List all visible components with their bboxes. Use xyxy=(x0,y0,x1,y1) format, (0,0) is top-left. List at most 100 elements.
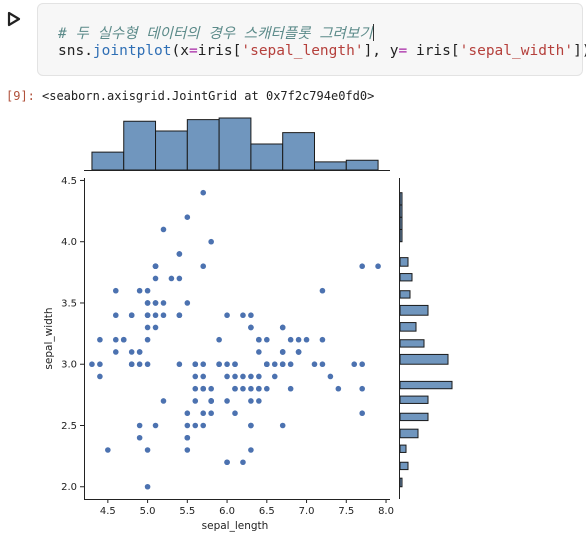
jointplot-figure: 4.5 5.0 5.5 6.0 6.5 7.0 7.5 8.0 2.0 2.5 3.0 3.5 4.0 4… xyxy=(43,117,453,532)
scatter-point xyxy=(144,483,151,490)
scatter-point xyxy=(144,287,151,294)
scatter-point xyxy=(200,385,207,392)
scatter-point xyxy=(144,336,151,343)
scatter-point xyxy=(97,361,103,368)
histogram-bar xyxy=(399,192,403,206)
histogram-bar xyxy=(250,143,284,171)
scatter-point xyxy=(208,385,214,392)
code-cell-editor[interactable]: # 두 실수형 데이터의 경우 스캐터플롯 그려보기 sns.jointplot… xyxy=(37,3,586,76)
scatter-point xyxy=(200,263,207,270)
scatter-point xyxy=(184,422,191,429)
scatter-point xyxy=(224,312,230,319)
histogram-bar xyxy=(399,444,407,453)
scatter-point xyxy=(359,263,365,270)
run-cell-button[interactable] xyxy=(6,10,22,28)
scatter-point xyxy=(287,385,294,392)
scatter-point xyxy=(144,324,151,331)
scatter-point xyxy=(176,275,183,282)
scatter-point xyxy=(184,410,191,417)
scatter-point xyxy=(168,275,175,282)
y-tick-label: 3.5 xyxy=(61,298,77,309)
histogram-bar xyxy=(345,159,379,171)
scatter-point xyxy=(224,361,230,368)
scatter-point xyxy=(128,361,135,368)
scatter-point xyxy=(200,410,207,417)
x-tick-label: 4.5 xyxy=(100,506,116,517)
scatter-point xyxy=(279,361,286,368)
scatter-point xyxy=(279,422,286,429)
scatter-point xyxy=(184,214,191,221)
y-tick-label: 4.5 xyxy=(61,176,77,187)
scatter-point xyxy=(232,410,238,417)
y-tick-label: 4.0 xyxy=(61,237,77,248)
scatter-point xyxy=(136,287,143,294)
scatter-point xyxy=(256,385,262,392)
scatter-point xyxy=(256,373,262,380)
execution-count: [9]: xyxy=(6,89,35,103)
scatter-point xyxy=(192,373,199,380)
scatter-point xyxy=(271,361,278,368)
histogram-bar xyxy=(399,428,419,439)
histogram-bar xyxy=(399,380,453,390)
scatter-points xyxy=(89,189,381,490)
code-token: = xyxy=(188,43,198,59)
histogram-bar xyxy=(399,273,413,282)
scatter-point xyxy=(279,324,286,331)
x-tick-label: 7.5 xyxy=(338,506,354,517)
scatter-point xyxy=(152,422,159,429)
scatter-point xyxy=(136,361,143,368)
scatter-point xyxy=(335,385,342,392)
scatter-point xyxy=(295,349,302,355)
y-axis-label: sepal_width xyxy=(43,307,55,369)
code-token: ], y xyxy=(363,43,399,59)
scatter-point xyxy=(152,275,159,282)
histogram-bar xyxy=(155,130,188,171)
scatter-point xyxy=(176,312,183,319)
scatter-point xyxy=(89,361,95,368)
scatter-point xyxy=(248,373,254,380)
scatter-point xyxy=(327,373,334,380)
scatter-point xyxy=(311,361,318,368)
scatter-point xyxy=(224,398,230,404)
histogram-bar xyxy=(399,461,409,471)
scatter-point xyxy=(176,251,183,257)
scatter-point xyxy=(136,349,143,355)
scatter-point xyxy=(216,336,222,343)
scatter-point xyxy=(97,336,103,343)
scatter-point xyxy=(128,312,135,319)
code-line-jointplot: sns.jointplot(x=iris['sepal_length'], y=… xyxy=(58,43,586,59)
scatter-point xyxy=(232,373,238,380)
y-tick-label: 2.5 xyxy=(61,421,77,432)
scatter-point xyxy=(192,361,199,368)
scatter-point xyxy=(144,300,151,306)
x-axis-label: sepal_length xyxy=(202,520,269,532)
scatter-point xyxy=(359,361,365,368)
scatter-point xyxy=(136,422,143,429)
scatter-point xyxy=(160,398,167,404)
scatter-point xyxy=(192,398,199,404)
scatter-point xyxy=(319,287,326,294)
scatter-point xyxy=(279,349,286,355)
x-tick-label: 8.0 xyxy=(378,506,394,517)
y-marginal-histogram xyxy=(399,192,453,488)
scatter-point xyxy=(160,226,167,233)
scatter-point xyxy=(216,361,222,368)
histogram-bar xyxy=(399,395,429,404)
scatter-point xyxy=(200,189,207,196)
scatter-point xyxy=(319,336,326,343)
cell-output-text: <seaborn.axisgrid.JointGrid at 0x7f2c794… xyxy=(42,89,375,103)
scatter-point xyxy=(208,398,214,404)
scatter-point xyxy=(240,459,246,466)
scatter-point xyxy=(232,361,238,368)
x-tick-label: 7.0 xyxy=(299,506,315,517)
scatter-point xyxy=(112,336,119,343)
scatter-point xyxy=(184,434,191,441)
scatter-point xyxy=(192,422,199,429)
scatter-point xyxy=(160,300,167,306)
code-token: (x xyxy=(171,43,189,59)
scatter-point xyxy=(248,447,254,453)
scatter-point xyxy=(184,300,191,306)
x-marginal-histogram xyxy=(91,117,379,171)
scatter-point xyxy=(224,459,230,466)
scatter-point xyxy=(232,385,238,392)
